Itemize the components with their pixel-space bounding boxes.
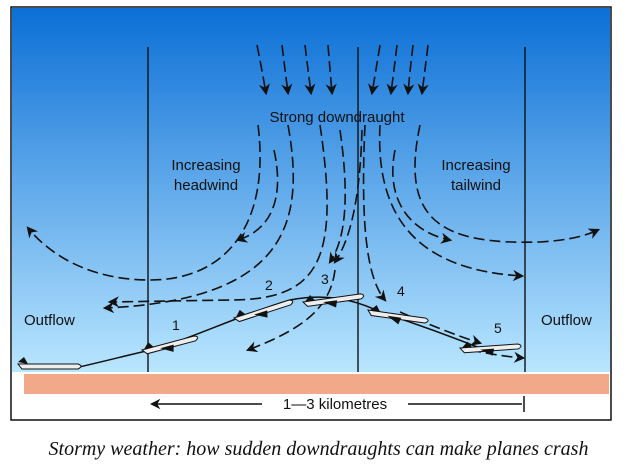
outflow-arrow-right-wide: [414, 124, 601, 244]
strong-downdraught-label: Strong downdraught: [269, 109, 405, 126]
downdraught-arrow: [304, 44, 316, 96]
outflow-label-right: Outflow: [541, 312, 592, 329]
plane-number-4: 4: [397, 283, 405, 299]
plane-number-5: 5: [494, 320, 502, 336]
plane-icon-3: [301, 293, 365, 308]
figure-caption: Stormy weather: how sudden downdraughts …: [48, 438, 589, 460]
tailwind-label-line2: tailwind: [451, 177, 501, 194]
plane-icon-2: [232, 299, 294, 323]
tailwind-label-line1: Increasing: [441, 157, 510, 174]
plane-icon-1: [140, 335, 199, 355]
headwind-arrow: [235, 149, 279, 243]
plane-number-3: 3: [321, 271, 329, 287]
downdraught-arrow: [256, 44, 270, 96]
distance-scale: [149, 396, 525, 412]
downdraught-arrow: [368, 44, 381, 96]
sky: [12, 8, 610, 372]
inner-flow-arrow: [328, 129, 346, 264]
flow-to-plane-4: [362, 124, 387, 302]
wind-flow-arrows: [26, 44, 601, 363]
outflow-arrow-left-mid: [102, 124, 295, 314]
distance-label: 1—3 kilometres: [283, 396, 387, 413]
plane-icon-0: [16, 357, 82, 370]
tailwind-arrow: [392, 149, 453, 244]
outflow-arrow-right-mid: [378, 124, 525, 282]
downdraught-arrow: [386, 44, 398, 96]
headwind-label-line1: Increasing: [171, 157, 240, 174]
headwind-label-line2: headwind: [174, 177, 238, 194]
downdraught-arrow: [325, 44, 337, 96]
inner-flow-arrow-2: [333, 129, 363, 264]
plane-icon-4: [367, 305, 429, 325]
downdraught-arrow: [403, 44, 415, 96]
outflow-arrow-left-low: [107, 124, 328, 308]
ground: [24, 374, 609, 394]
headwind-arrow-low: [245, 269, 336, 353]
outflow-arrow-left-wide: [26, 124, 261, 281]
downdraught-arrow: [417, 44, 429, 96]
plane-number-2: 2: [265, 277, 273, 293]
plane-number-1: 1: [172, 317, 180, 333]
downdraught-arrow: [281, 44, 293, 96]
outflow-label-left: Outflow: [24, 312, 75, 329]
plane-icon-5: [458, 341, 522, 356]
